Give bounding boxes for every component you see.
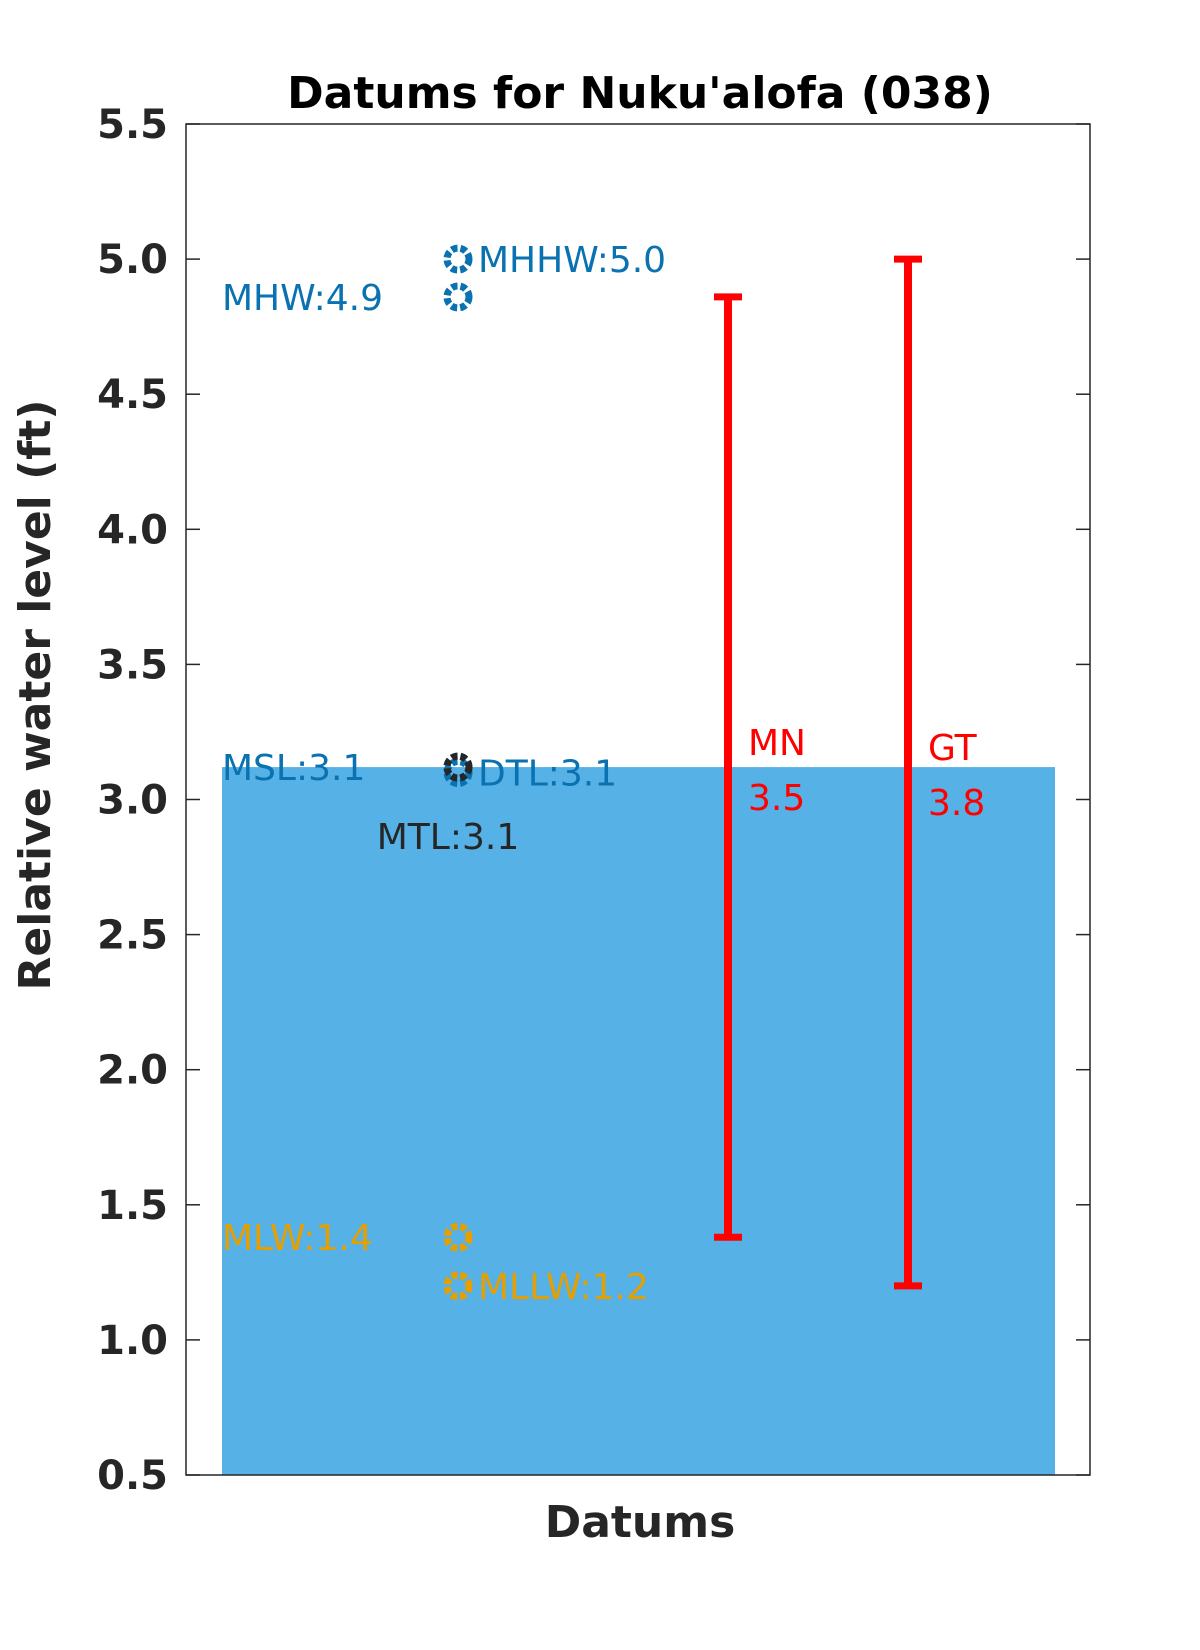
y-tick-label: 1.5 bbox=[97, 1183, 168, 1229]
y-tick-label: 3.0 bbox=[97, 778, 168, 824]
datum-marker-mhhw bbox=[443, 244, 473, 274]
datum-label-mhw: MHW:4.9 bbox=[222, 278, 383, 319]
range-label-mn: MN bbox=[748, 723, 806, 764]
msl-bar bbox=[222, 767, 1055, 1475]
datum-label-mllw: MLLW:1.2 bbox=[478, 1267, 649, 1308]
y-tick-label: 1.0 bbox=[97, 1318, 168, 1364]
y-axis: 0.5 1.0 1.5 2.0 2.5 3.0 3.5 4.0 4.5 5.0 5.5 bbox=[97, 102, 1090, 1499]
datum-label-dtl: DTL:3.1 bbox=[478, 753, 617, 794]
x-axis-label: Datums bbox=[545, 1497, 736, 1548]
y-tick-label: 5.0 bbox=[97, 237, 168, 283]
y-tick-label: 3.5 bbox=[97, 642, 168, 688]
datum-label-msl: MSL:3.1 bbox=[222, 748, 365, 789]
y-tick-label: 5.5 bbox=[97, 102, 168, 148]
datum-label-mlw: MLW:1.4 bbox=[222, 1218, 373, 1259]
y-tick-label: 0.5 bbox=[97, 1453, 168, 1499]
y-tick-label: 4.5 bbox=[97, 372, 168, 418]
datum-marker-mtl bbox=[443, 752, 473, 782]
y-tick-label: 2.5 bbox=[97, 913, 168, 959]
y-axis-label: Relative water level (ft) bbox=[10, 400, 61, 991]
datum-marker-mllw bbox=[443, 1271, 473, 1301]
y-tick-label: 2.0 bbox=[97, 1048, 168, 1094]
datum-marker-mhw bbox=[443, 282, 473, 312]
y-tick-label: 4.0 bbox=[97, 507, 168, 553]
chart-title: Datums for Nuku'alofa (038) bbox=[287, 68, 993, 119]
datum-marker-mlw bbox=[443, 1222, 473, 1252]
range-value-gt: 3.8 bbox=[928, 783, 985, 824]
range-value-mn: 3.5 bbox=[748, 778, 805, 819]
datum-label-mhhw: MHHW:5.0 bbox=[478, 240, 666, 281]
range-label-gt: GT bbox=[928, 728, 978, 769]
plot-area: MHHW:5.0 MHW:4.9 MSL:3.1 DTL:3.1 MTL:3.1 MLW:… bbox=[185, 123, 1091, 1476]
datum-label-mtl: MTL:3.1 bbox=[377, 817, 520, 858]
